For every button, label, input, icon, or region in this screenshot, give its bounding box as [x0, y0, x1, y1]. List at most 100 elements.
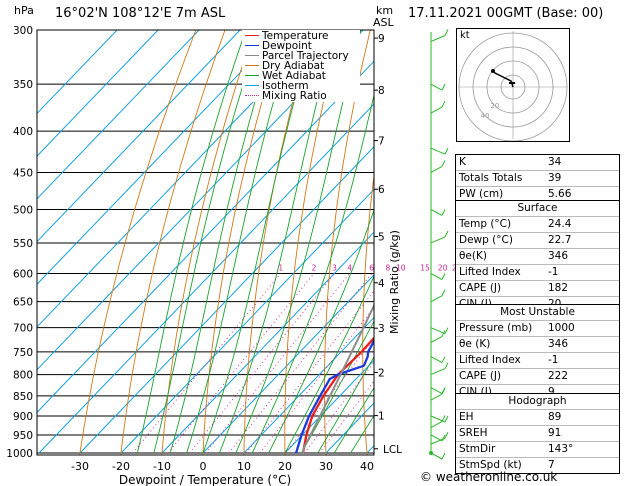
isotherm-line	[243, 316, 374, 454]
temperature-tick-label: 30	[319, 460, 333, 473]
height-tick-label: 3	[378, 323, 385, 335]
height-tick-label: 9	[378, 33, 385, 45]
wind-barb-flag	[441, 387, 446, 395]
height-tick-label: 7	[378, 136, 385, 148]
wind-barb	[430, 83, 443, 91]
wet-adiabat	[235, 30, 362, 454]
mu-pres-label: Pressure (mb)	[459, 322, 533, 334]
hodograph-unit: kt	[460, 30, 470, 41]
legend-entry: Temperature	[242, 31, 360, 41]
wind-barb-flag	[444, 327, 449, 334]
wet-adiabat	[268, 208, 374, 454]
legend-label: Dewpoint	[262, 40, 312, 52]
wet-adiabat	[169, 30, 278, 454]
wind-barb	[430, 273, 443, 280]
sfc-dewp-label: Dewp (°C)	[459, 234, 513, 246]
most-unstable-panel: Most Unstable Pressure (mb) 1000 θe (K) 34…	[455, 304, 620, 401]
mu-thetae-value: 346	[548, 338, 569, 350]
hodograph: 20 40 kt	[456, 28, 570, 142]
wind-barb	[430, 356, 443, 364]
wind-barbs	[429, 29, 449, 460]
location-title: 16°02'N 108°12'E 7m ASL	[55, 6, 226, 21]
legend-label: Dry Adiabat	[262, 60, 325, 72]
pressure-tick-label: 1000	[6, 448, 33, 460]
legend-entry: Wet Adiabat	[242, 71, 360, 81]
mixing-ratio-label: 10	[396, 264, 406, 273]
wet-adiabat	[186, 30, 295, 454]
wind-barb	[430, 393, 443, 401]
legend-entry: Dry Adiabat	[242, 61, 360, 71]
pressure-tick-label: 800	[13, 370, 33, 382]
dry-adiabat	[161, 30, 255, 455]
wet-adiabat	[218, 30, 337, 454]
mixing-ratio-label: 20	[438, 264, 448, 273]
mixing-ratio-label: 2	[312, 264, 317, 273]
stmdir-label: StmDir	[459, 443, 496, 455]
legend-swatch	[245, 65, 259, 66]
wind-barb	[430, 106, 443, 114]
mixing-ratio-label: 15	[420, 264, 430, 273]
tt-label: Totals Totals	[459, 172, 523, 184]
hodograph-endpoint	[491, 69, 495, 73]
dry-adiabat	[79, 30, 197, 455]
hodograph-panel: Hodograph EH 89 SREH 91 StmDir 143° StmSpd …	[455, 393, 620, 474]
wet-adiabat	[251, 93, 374, 454]
sfc-thetae-value: 346	[548, 250, 569, 262]
tt-value: 39	[548, 172, 562, 184]
pressure-tick-label: 950	[13, 430, 33, 442]
height-tick-label: 5	[378, 232, 385, 244]
height-tick-label: 1	[378, 411, 385, 423]
isotherm-line	[120, 188, 374, 454]
stmdir-value: 143°	[548, 443, 574, 455]
hodograph-trace	[492, 70, 514, 88]
wind-barb-flag	[444, 415, 449, 423]
legend-entry: Isotherm	[242, 81, 360, 91]
wind-barb	[430, 387, 443, 394]
wet-adiabat	[153, 30, 262, 454]
legend-entry: Mixing Ratio	[242, 91, 360, 101]
pressure-tick-label: 700	[13, 323, 33, 335]
wind-barb-flag	[441, 83, 446, 91]
temperature-tick-label: 20	[278, 460, 292, 473]
pressure-tick-label: 900	[13, 411, 33, 423]
mixing-ratio-line	[285, 338, 374, 454]
mu-li-label: Lifted Index	[459, 354, 521, 366]
axis-layer: 1234681015202530035040045050055060065070…	[6, 25, 462, 486]
legend-label: Mixing Ratio	[262, 90, 327, 102]
isotherm-line	[161, 231, 374, 454]
sreh-value: 91	[548, 427, 562, 439]
wet-adiabat	[202, 30, 315, 454]
wind-barb-flag	[441, 356, 446, 363]
hodo-title: Hodograph	[456, 394, 619, 410]
legend-entry: Dewpoint	[242, 41, 360, 51]
legend-swatch	[245, 95, 259, 96]
indices-panel: K 34 Totals Totals 39 PW (cm) 5.66	[455, 154, 620, 203]
temperature-tick-label: -10	[153, 460, 171, 473]
wind-barb	[430, 166, 443, 173]
pw-label: PW (cm)	[459, 188, 504, 200]
dry-adiabat	[362, 172, 374, 455]
series-dewpoint	[294, 338, 374, 454]
legend-swatch	[245, 35, 259, 36]
pressure-tick-label: 450	[13, 168, 33, 180]
hodograph-ring-label: 20	[490, 102, 499, 110]
x-axis-label: Dewpoint / Temperature (°C)	[119, 473, 291, 486]
eh-value: 89	[548, 411, 562, 423]
mixing-ratio-axis-label: Mixing Ratio (g/kg)	[388, 230, 401, 334]
surface-panel: Surface Temp (°C) 24.4 Dewp (°C) 22.7 θe(K…	[455, 200, 620, 313]
dry-adiabat	[202, 30, 284, 455]
height-unit-asl: ASL	[373, 16, 394, 29]
pressure-unit: hPa	[14, 4, 34, 17]
temperature-tick-label: 10	[237, 460, 251, 473]
mu-title: Most Unstable	[456, 305, 619, 321]
wind-barb-flag	[441, 415, 446, 422]
mixing-ratio-line	[189, 273, 335, 454]
sfc-temp-label: Temp (°C)	[459, 218, 512, 230]
stmspd-label: StmSpd (kt)	[459, 459, 522, 471]
legend-swatch	[245, 85, 259, 86]
wind-barb	[430, 335, 443, 343]
mu-cin-value: 9	[548, 386, 555, 398]
wind-barb-flag	[444, 431, 449, 439]
height-unit-km: km	[376, 4, 394, 17]
